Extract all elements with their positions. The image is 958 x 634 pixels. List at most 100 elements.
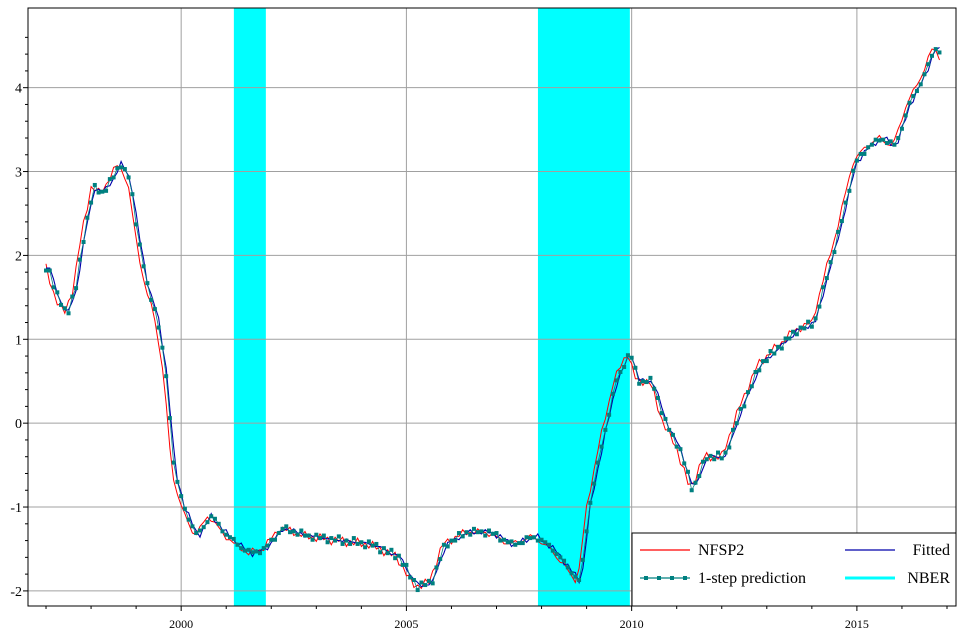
prediction-point [918, 82, 923, 87]
prediction-point [119, 165, 124, 170]
prediction-point [843, 200, 848, 205]
prediction-point [716, 450, 721, 455]
prediction-point [329, 536, 334, 541]
series-layer [44, 46, 942, 593]
prediction-point [813, 316, 818, 321]
prediction-point [122, 167, 127, 172]
prediction-point [712, 457, 717, 462]
prediction-point [490, 531, 495, 536]
prediction-point [231, 536, 236, 541]
prediction-point [764, 359, 769, 364]
prediction-point [62, 306, 67, 311]
prediction-point [614, 378, 619, 383]
prediction-point [197, 528, 202, 533]
prediction-point [779, 346, 784, 351]
prediction-point [212, 516, 217, 521]
prediction-point [817, 304, 822, 309]
prediction-point [753, 370, 758, 374]
x-tick-label: 2010 [620, 617, 644, 631]
prediction-point [697, 474, 702, 478]
prediction-point [509, 539, 514, 544]
prediction-point [321, 533, 326, 538]
prediction-point [884, 141, 889, 146]
prediction-point [517, 541, 522, 546]
legend-marker [657, 576, 661, 580]
prediction-point [483, 533, 488, 538]
prediction-point [806, 319, 811, 324]
prediction-point [351, 536, 356, 541]
legend-marker [670, 576, 674, 580]
prediction-point [404, 562, 409, 567]
prediction-point [471, 526, 476, 531]
prediction-point [648, 375, 653, 380]
prediction-point [607, 412, 612, 417]
prediction-point [547, 542, 552, 547]
prediction-point [498, 538, 503, 543]
prediction-point [55, 290, 60, 295]
prediction-point [336, 534, 341, 539]
prediction-point [685, 469, 690, 474]
prediction-point [569, 571, 574, 576]
prediction-point [520, 541, 525, 546]
prediction-point [250, 550, 255, 555]
y-tick-label: 4 [15, 82, 22, 97]
prediction-point [201, 525, 206, 530]
prediction-point [746, 390, 751, 395]
prediction-point [637, 381, 642, 386]
prediction-point [757, 368, 762, 373]
prediction-point [513, 542, 518, 547]
prediction-point [937, 50, 942, 55]
prediction-point [141, 264, 146, 269]
legend-marker [683, 576, 687, 580]
prediction-point [430, 581, 435, 586]
prediction-point [134, 222, 139, 227]
prediction-point [731, 427, 736, 432]
prediction-point [479, 529, 484, 534]
legend-marker [644, 576, 648, 580]
prediction-point [854, 158, 859, 163]
prediction-point [528, 536, 533, 541]
prediction-point [242, 548, 247, 553]
prediction-point [261, 546, 266, 551]
prediction-point [550, 548, 555, 553]
prediction-point [824, 276, 829, 281]
prediction-point [776, 344, 781, 349]
legend: NFSP2 Fitted 1-step prediction NBER [631, 532, 957, 607]
prediction-point [896, 136, 901, 140]
prediction-point [749, 384, 754, 389]
prediction-point [670, 432, 675, 437]
prediction-point [216, 521, 221, 526]
y-tick-label: -2 [10, 585, 22, 600]
prediction-point [772, 351, 777, 356]
prediction-point [366, 539, 371, 544]
prediction-point [682, 461, 687, 466]
prediction-point [603, 427, 608, 432]
prediction-point [363, 545, 368, 550]
nber-band-2 [537, 8, 630, 606]
y-tick-label: 3 [15, 166, 22, 181]
prediction-point [182, 506, 187, 511]
axis-ticks: 2000 2005 2010 2015 -2 -1 0 1 2 3 4 [10, 36, 948, 631]
prediction-point [74, 286, 79, 291]
prediction-point [888, 139, 893, 144]
y-tick-label: 2 [15, 249, 22, 264]
prediction-point [787, 336, 792, 341]
prediction-point [914, 89, 919, 94]
y-tick-label: 0 [15, 417, 22, 432]
prediction-point [179, 494, 184, 499]
prediction-point [411, 578, 416, 582]
prediction-point [486, 528, 491, 533]
prediction-point [340, 541, 345, 546]
y-tick-label: -1 [10, 501, 22, 516]
prediction-point [644, 380, 649, 385]
prediction-point [378, 550, 383, 555]
prediction-point [130, 192, 135, 197]
prediction-point [318, 536, 323, 541]
prediction-point [374, 541, 379, 546]
series-line-fitted [46, 46, 940, 588]
prediction-point [633, 365, 638, 370]
legend-label: Fitted [913, 542, 950, 559]
prediction-point [869, 142, 874, 147]
prediction-point [453, 538, 458, 543]
